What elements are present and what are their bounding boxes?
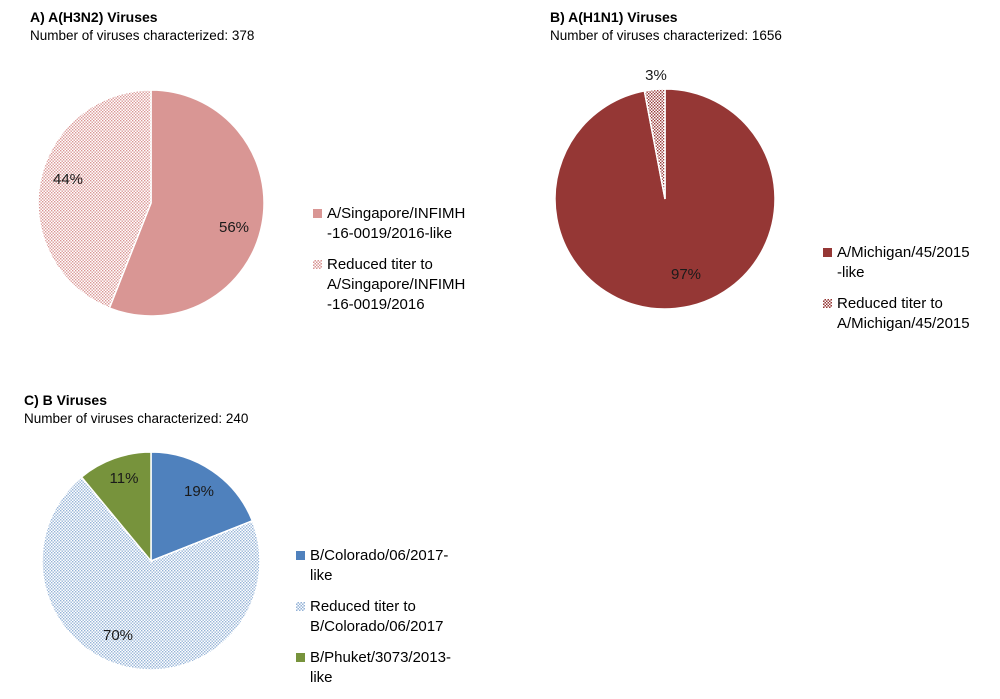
- legend-label-a-1: Reduced titer to A/Singapore/INFIMH -16-…: [327, 256, 466, 313]
- legend-swatch-c-1: [296, 602, 305, 611]
- legend-a: A/Singapore/INFIMH -16-0019/2016-like Re…: [313, 204, 493, 326]
- panel-b-subtitle: Number of viruses characterized: 1656: [550, 28, 782, 43]
- legend-item-c-0: B/Colorado/06/2017- like: [296, 546, 476, 586]
- legend-label-b-1: Reduced titer to A/Michigan/45/2015: [837, 295, 970, 332]
- pie-slice-c-0: [150, 451, 254, 563]
- legend-b: A/Michigan/45/2015 -like Reduced titer t…: [823, 243, 998, 345]
- data-label-c-2: 11%: [110, 470, 139, 487]
- legend-swatch-c-2: [296, 653, 305, 662]
- data-label-a-1: 44%: [53, 171, 83, 188]
- pie-slice-a-0: [108, 89, 265, 317]
- legend-label-c-2: B/Phuket/3073/2013- like: [310, 649, 451, 686]
- panel-b-title: B) A(H1N1) Viruses: [550, 9, 678, 25]
- legend-c: B/Colorado/06/2017- like Reduced titer t…: [296, 546, 476, 699]
- legend-label-a-0: A/Singapore/INFIMH -16-0019/2016-like: [327, 205, 466, 242]
- panel-a-title: A) A(H3N2) Viruses: [30, 9, 158, 25]
- pie-slice-c-2: [80, 451, 152, 564]
- legend-item-a-1: Reduced titer to A/Singapore/INFIMH -16-…: [313, 255, 493, 315]
- legend-item-c-1: Reduced titer to B/Colorado/06/2017: [296, 597, 476, 637]
- panel-c-title: C) B Viruses: [24, 392, 107, 408]
- data-label-a-0: 56%: [219, 219, 249, 236]
- legend-item-b-0: A/Michigan/45/2015 -like: [823, 243, 998, 283]
- legend-swatch-a-0: [313, 209, 322, 218]
- panel-c-subtitle: Number of viruses characterized: 240: [24, 411, 249, 426]
- legend-swatch-a-1: [313, 260, 322, 269]
- legend-swatch-c-0: [296, 551, 305, 560]
- data-label-b-1: 3%: [645, 67, 667, 84]
- legend-label-b-0: A/Michigan/45/2015 -like: [837, 244, 970, 281]
- legend-item-a-0: A/Singapore/INFIMH -16-0019/2016-like: [313, 204, 493, 244]
- data-label-b-0: 97%: [671, 266, 701, 283]
- legend-item-c-2: B/Phuket/3073/2013- like: [296, 648, 476, 688]
- pie-slice-c-1: [41, 475, 261, 671]
- panel-a-subtitle: Number of viruses characterized: 378: [30, 28, 255, 43]
- legend-swatch-b-0: [823, 248, 832, 257]
- pie-slice-b-1: [643, 88, 666, 200]
- data-label-c-0: 19%: [184, 483, 214, 500]
- legend-label-c-1: Reduced titer to B/Colorado/06/2017: [310, 598, 444, 635]
- legend-label-c-0: B/Colorado/06/2017- like: [310, 547, 449, 584]
- legend-item-b-1: Reduced titer to A/Michigan/45/2015: [823, 294, 998, 334]
- data-label-c-1: 70%: [103, 627, 133, 644]
- pie-slice-a-1: [37, 89, 152, 310]
- legend-swatch-b-1: [823, 299, 832, 308]
